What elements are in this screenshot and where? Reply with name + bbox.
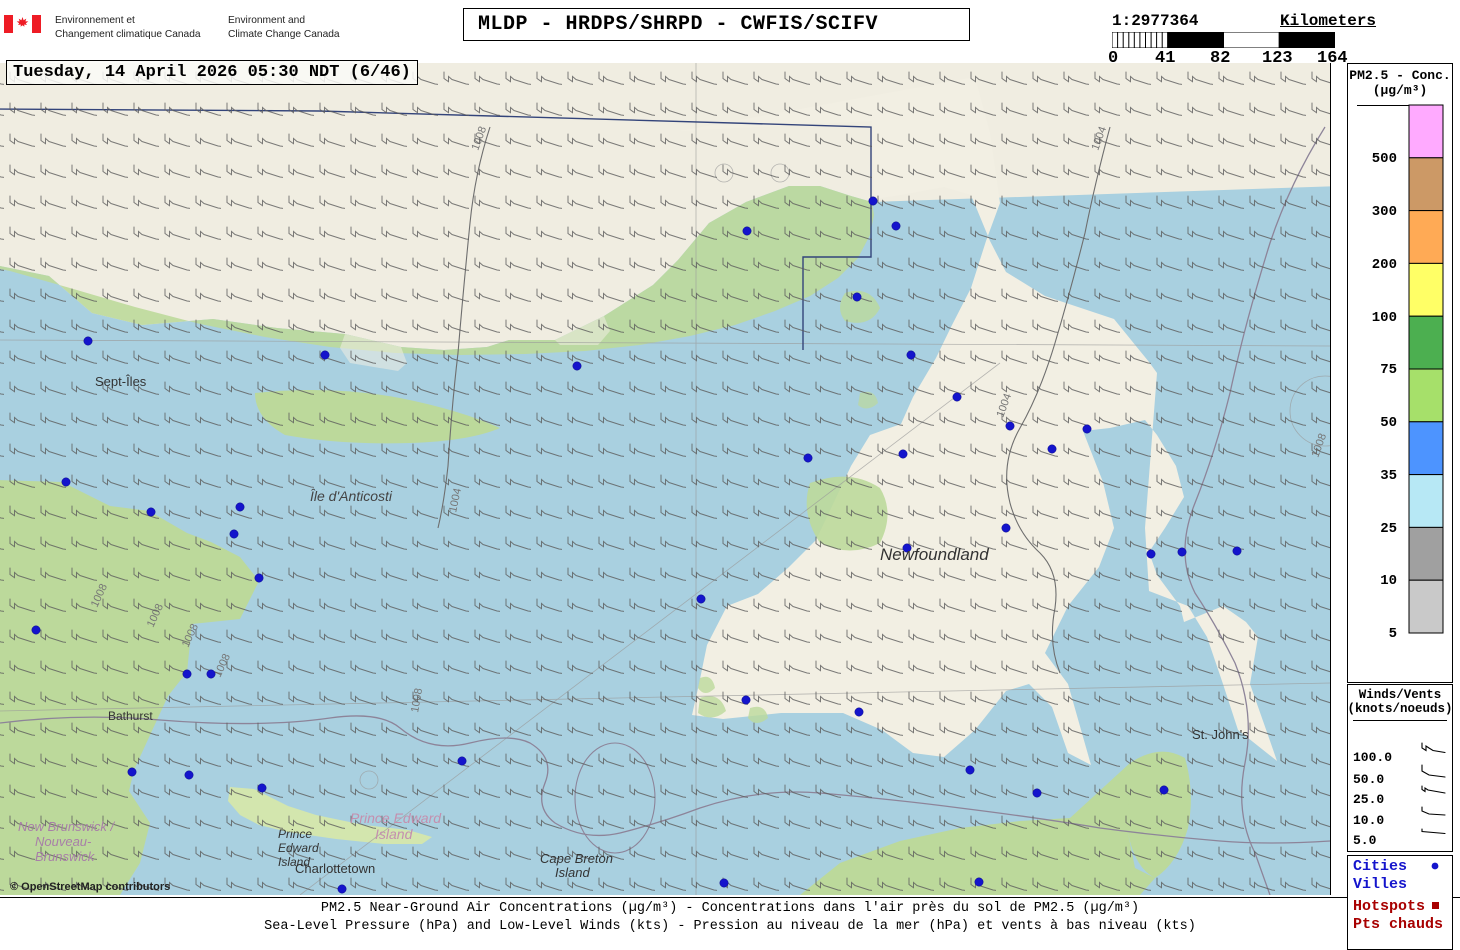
svg-text:Brunswick: Brunswick [35, 849, 96, 864]
svg-text:Île d'Anticosti: Île d'Anticosti [310, 488, 393, 504]
svg-text:Prince: Prince [278, 827, 312, 841]
svg-text:Edward: Edward [278, 841, 319, 855]
svg-text:© OpenStreetMap contributors: © OpenStreetMap contributors [10, 881, 170, 893]
svg-text:Nouveau-: Nouveau- [35, 834, 92, 849]
svg-text:Prince Edward: Prince Edward [350, 810, 442, 826]
svg-text:Charlottetown: Charlottetown [295, 861, 375, 876]
svg-text:Island: Island [555, 865, 590, 880]
svg-text:Island: Island [375, 826, 414, 842]
svg-text:Cape Breton: Cape Breton [540, 851, 613, 866]
svg-text:New Brunswick /: New Brunswick / [18, 819, 115, 834]
svg-text:St. John's: St. John's [1192, 727, 1249, 742]
svg-text:Newfoundland: Newfoundland [880, 545, 989, 564]
svg-text:Sept-Îles: Sept-Îles [95, 374, 147, 389]
svg-text:Bathurst: Bathurst [108, 709, 153, 723]
